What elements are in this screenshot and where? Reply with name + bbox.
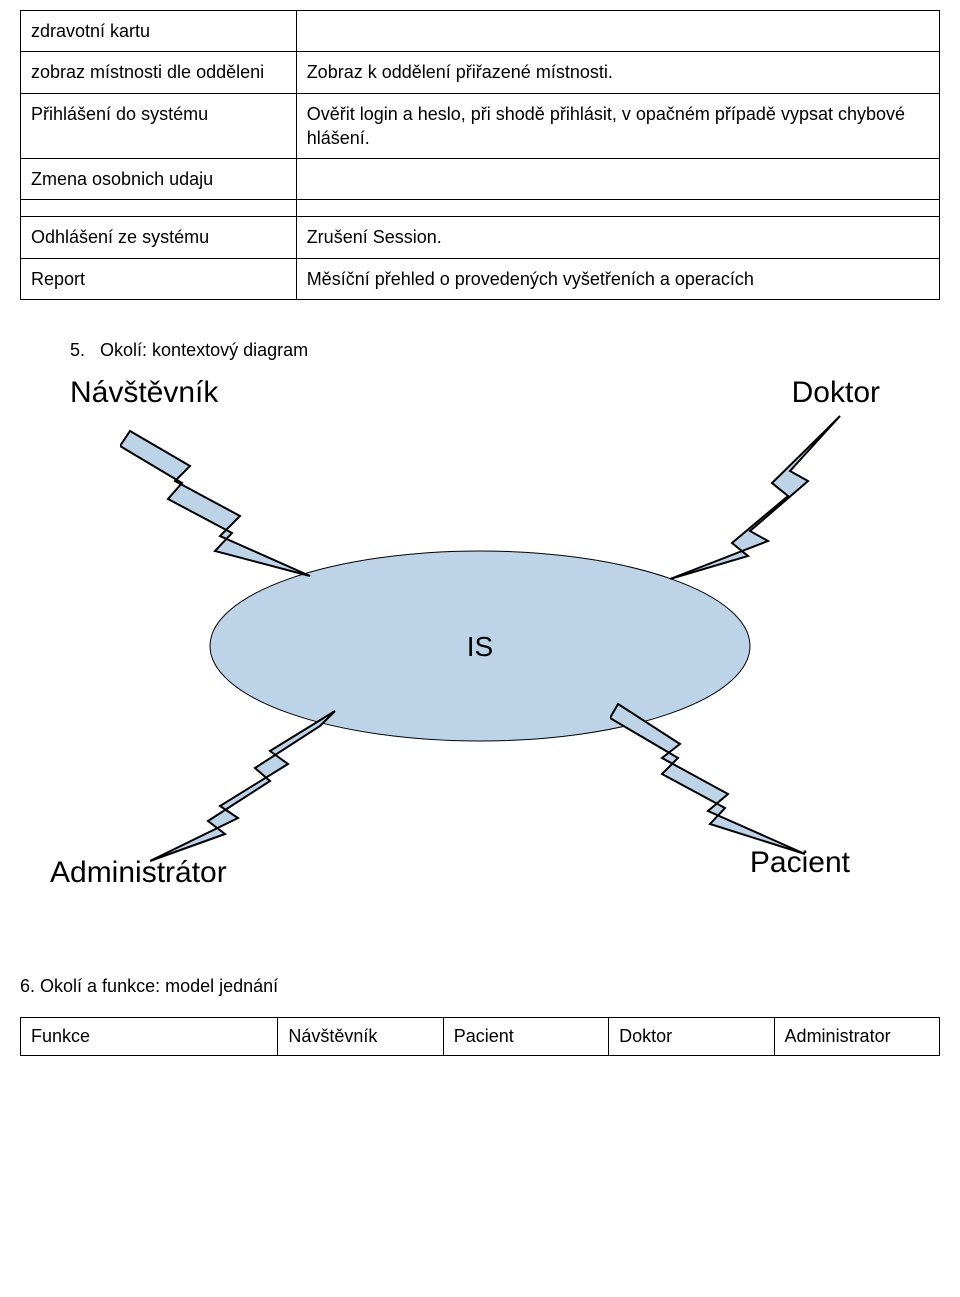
cell-right: Ověřit login a heslo, při shodě přihlási… (296, 93, 939, 159)
heading-5-text: Okolí: kontextový diagram (100, 340, 308, 360)
heading-5: 5. Okolí: kontextový diagram (70, 340, 940, 361)
cell-left: Odhlášení ze systému (21, 217, 297, 258)
heading-6-num: 6. (20, 976, 35, 996)
cell-left: zdravotní kartu (21, 11, 297, 52)
table-row: zdravotní kartu (21, 11, 940, 52)
heading-6-text: Okolí a funkce: model jednání (40, 976, 278, 996)
label-doktor: Doktor (792, 376, 880, 410)
cell-right (296, 159, 939, 200)
roles-table: Funkce Návštěvník Pacient Doktor Adminis… (20, 1017, 940, 1056)
roles-header: Doktor (609, 1018, 774, 1056)
roles-header: Administrator (774, 1018, 939, 1056)
definitions-table: zdravotní kartu zobraz místnosti dle odd… (20, 10, 940, 300)
cell-left: zobraz místnosti dle odděleni (21, 52, 297, 93)
roles-header: Návštěvník (278, 1018, 443, 1056)
cell-right (296, 11, 939, 52)
table-row: Funkce Návštěvník Pacient Doktor Adminis… (21, 1018, 940, 1056)
cell-left: Report (21, 258, 297, 299)
cell-right: Zrušení Session. (296, 217, 939, 258)
roles-header: Funkce (21, 1018, 278, 1056)
table-row: Přihlášení do systému Ověřit login a hes… (21, 93, 940, 159)
bolt-icon (660, 411, 850, 581)
table-row (21, 200, 940, 217)
bolt-icon (610, 696, 810, 856)
table-row: Report Měsíční přehled o provedených vyš… (21, 258, 940, 299)
heading-5-num: 5. (70, 340, 85, 360)
roles-header: Pacient (443, 1018, 608, 1056)
cell-left: Přihlášení do systému (21, 93, 297, 159)
cell-right: Zobraz k oddělení přiřazené místnosti. (296, 52, 939, 93)
is-label: IS (467, 631, 493, 662)
table-row: Odhlášení ze systému Zrušení Session. (21, 217, 940, 258)
bolt-icon (120, 421, 320, 581)
heading-6: 6. Okolí a funkce: model jednání (20, 976, 940, 997)
bolt-icon (150, 706, 340, 866)
context-diagram: IS Návštěvník Doktor Administrátor Pacie… (20, 376, 940, 936)
cell-left: Zmena osobnich udaju (21, 159, 297, 200)
table-row: Zmena osobnich udaju (21, 159, 940, 200)
cell-right (296, 200, 939, 217)
cell-right: Měsíční přehled o provedených vyšetřeníc… (296, 258, 939, 299)
table-row: zobraz místnosti dle odděleni Zobraz k o… (21, 52, 940, 93)
label-navstevnik: Návštěvník (70, 376, 218, 410)
cell-left (21, 200, 297, 217)
